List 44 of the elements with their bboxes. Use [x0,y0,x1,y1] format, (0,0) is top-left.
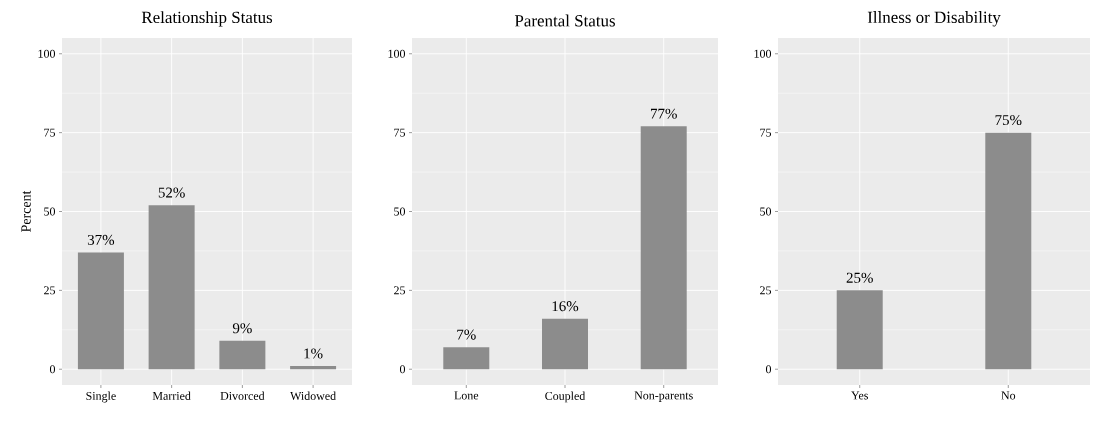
y-tick-label: 50 [44,207,56,216]
x-tick-label: Lone [454,391,479,400]
data-label: 52% [158,187,185,198]
x-tick-label: Yes [851,391,868,400]
y-tick-label: 75 [394,128,406,137]
data-label: 37% [87,234,115,245]
bar [542,318,588,370]
y-tick-label: 50 [394,207,406,216]
y-tick-label: 25 [44,286,56,295]
bar [77,252,124,370]
chart-title: Relationship Status [141,11,273,27]
x-tick-label: Married [152,391,191,400]
data-label: 75% [995,114,1022,126]
x-tick-label: Divorced [220,391,265,400]
y-axis-title: Percent [21,190,31,232]
y-tick-label: 0 [765,365,772,374]
data-label: 7% [457,329,476,340]
y-tick-label: 25 [760,286,772,295]
bar [219,340,266,370]
y-tick-label: 0 [49,365,56,374]
x-tick-label: Single [86,391,116,403]
x-tick-label: Non-parents [634,391,693,402]
x-tick-label: Coupled [545,391,586,403]
chart-title: Illness or Disability [867,11,1001,27]
chart-title: Parental Status [514,14,615,27]
data-label: 25% [846,272,873,283]
data-label: 16% [552,301,579,312]
y-tick-label: 100 [388,49,406,58]
x-tick-label: Widowed [290,391,336,400]
data-label: 77% [651,108,677,119]
y-tick-label: 50 [760,207,772,216]
y-tick-label: 100 [38,49,56,58]
y-tick-label: 75 [760,128,772,137]
y-tick-label: 0 [399,365,406,374]
y-tick-label: 25 [394,286,406,295]
bar [148,205,195,370]
y-tick-label: 75 [44,128,56,137]
data-label: 1% [304,348,323,359]
bar [290,366,337,370]
bar [443,347,490,370]
data-label: 9% [232,323,252,334]
bar [640,126,687,370]
y-tick-label: 100 [754,49,772,58]
x-tick-label: No [1001,391,1016,400]
